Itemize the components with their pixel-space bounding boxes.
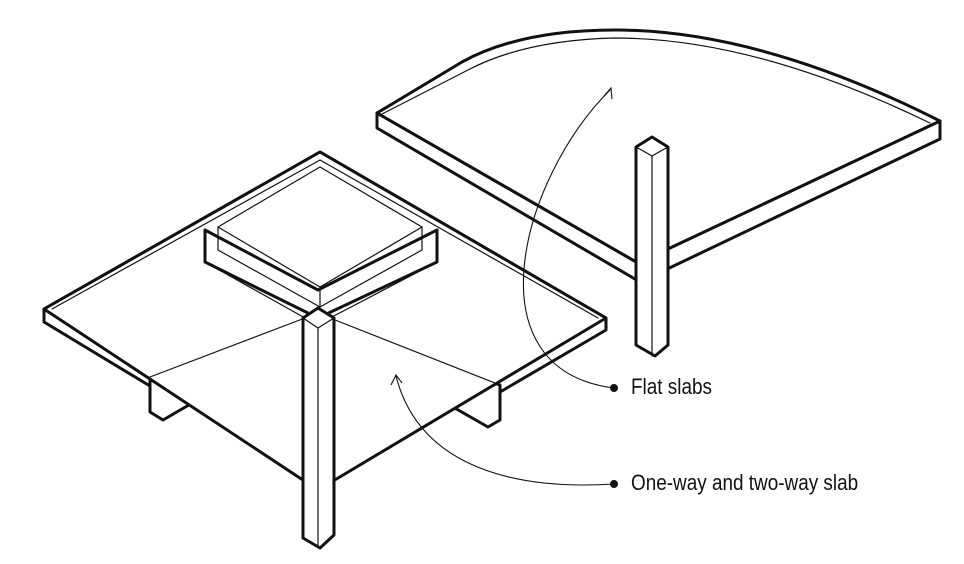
flat-slab-column-top — [635, 146, 669, 157]
flat-slab-assembly — [375, 28, 942, 358]
flat-slab-arc-edge — [381, 37, 931, 124]
leader-flat-slabs-dot — [610, 384, 618, 392]
beam-slab-assembly — [42, 150, 608, 550]
leader-one-two-way-arrow — [390, 373, 403, 386]
leader-one-two-way — [395, 375, 615, 486]
slab-column-top — [302, 317, 335, 329]
leader-flat-slabs — [522, 89, 615, 389]
leader-flat-slabs-arrow — [603, 86, 613, 100]
upstand-block-sides — [203, 228, 439, 320]
leader-one-two-way-dot — [610, 480, 618, 488]
label-flat-slabs: Flat slabs — [631, 374, 712, 399]
beam-drop-bottom — [148, 410, 502, 429]
leaders — [390, 86, 618, 488]
beam-line-a — [149, 317, 306, 378]
label-one-two-way-slab: One-way and two-way slab — [631, 470, 859, 495]
slab-inner-edge — [51, 159, 599, 319]
beam-line-b — [329, 317, 501, 386]
